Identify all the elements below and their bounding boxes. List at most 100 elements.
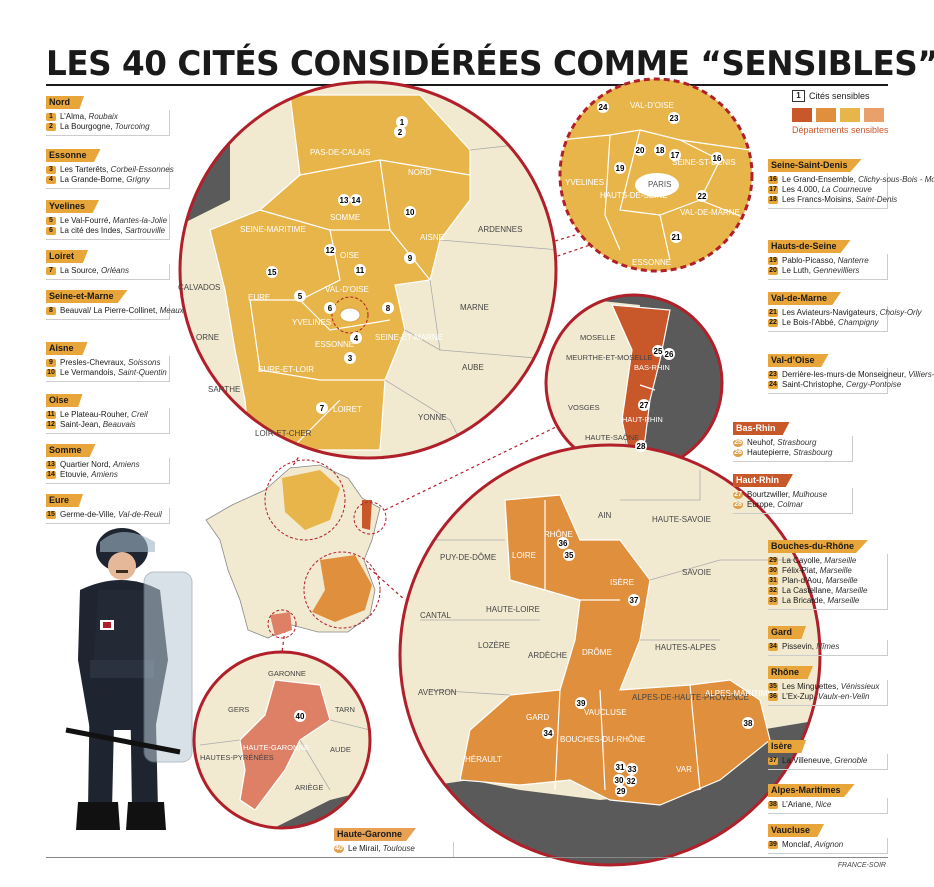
label-aube: AUBE xyxy=(462,363,484,372)
cite-name: Le Plateau-Rouher, xyxy=(60,410,129,419)
svg-text:24: 24 xyxy=(599,103,608,112)
cite-number: 16 xyxy=(768,176,778,184)
svg-text:37: 37 xyxy=(630,596,639,605)
marker-40: 40 xyxy=(294,710,306,722)
label-orne: ORNE xyxy=(196,333,219,342)
label-haut-rhin: HAUT-RHIN xyxy=(622,415,663,424)
cite-city: Meaux xyxy=(159,306,184,315)
group-header: Haut-Rhin xyxy=(733,474,793,487)
cite-city: Corbeil-Essonnes xyxy=(110,165,174,174)
cite-item: 1 L’Alma, Roubaix xyxy=(46,112,165,122)
label-nord: NORD xyxy=(408,168,432,177)
marker-18: 18 xyxy=(654,144,666,156)
overview-circle-alsace xyxy=(353,501,387,535)
label-hautes-pyrenees: HAUTES-PYRÉNÉES xyxy=(200,753,274,762)
cite-number: 37 xyxy=(768,757,778,765)
cite-name: Saint-Christophe, xyxy=(782,380,844,389)
svg-text:18: 18 xyxy=(656,146,665,155)
cite-number: 2 xyxy=(46,123,56,131)
group-header: Eure xyxy=(46,494,84,507)
cite-name: Le Mirail, xyxy=(348,844,381,853)
cite-city: Marseille xyxy=(824,556,857,565)
group-loiret: Loiret 7 La Source, Orléans xyxy=(46,246,170,280)
group-gard: Gard 34 Pissevin, Nîmes xyxy=(768,622,888,656)
cite-name: Saint-Jean, xyxy=(60,420,101,429)
cite-number: 9 xyxy=(46,359,56,367)
cite-name: Etouvie, xyxy=(60,470,89,479)
label-alpes-maritimes: ALPES-MARITIMES xyxy=(705,689,778,698)
group-rh-ne: Rhône 35 Les Minguettes, Vénissieux 36 L’Ex-… xyxy=(768,662,888,706)
marker-22: 22 xyxy=(696,190,708,202)
label-puy-de-dome: PUY-DE-DÔME xyxy=(440,553,496,562)
group-header: Alpes-Maritimes xyxy=(768,784,855,797)
toulouse-sensitive-region xyxy=(239,679,331,811)
svg-text:27: 27 xyxy=(640,401,649,410)
legend-swatch-red xyxy=(792,108,812,122)
cite-city: La Courneuve xyxy=(821,185,872,194)
group-header: Seine-et-Marne xyxy=(46,290,128,303)
marker-27: 27 xyxy=(638,399,650,411)
cite-number: 3 xyxy=(46,166,56,174)
map-alsace xyxy=(546,295,722,471)
label-savoie: SAVOIE xyxy=(682,568,711,577)
title-rule xyxy=(46,84,888,86)
group-bouches-du-rh-ne: Bouches-du-Rhône 29 La Cayolle, Marseille 3… xyxy=(768,536,888,610)
cite-name: Plan-d’Aou, xyxy=(782,576,824,585)
cite-city: Mantes-la-Jolie xyxy=(112,216,168,225)
cite-item: 8 Beauval/ La Pierre-Collinet, Meaux xyxy=(46,306,184,316)
cite-name: La cité des Indes, xyxy=(60,226,123,235)
cite-name: Beauval/ La Pierre-Collinet, xyxy=(60,306,158,315)
cite-item: 26 Hautepierre, Strasbourg xyxy=(733,448,848,458)
cite-city: Colmar xyxy=(777,500,804,509)
marker-38: 38 xyxy=(742,717,754,729)
cite-name: Pablo-Picasso, xyxy=(782,256,836,265)
cite-city: Amiens xyxy=(91,470,118,479)
cite-item: 19 Pablo-Picasso, Nanterre xyxy=(768,256,883,266)
cite-item: 22 Le Bois-l’Abbé, Champigny xyxy=(768,318,883,328)
cite-number: 22 xyxy=(768,319,778,327)
cite-name: Les 4.000, xyxy=(782,185,820,194)
alsace-labels: MOSELLE MEURTHE-ET-MOSELLE BAS-RHIN VOSG… xyxy=(566,333,670,442)
group-seine-saint-denis: Seine-Saint-Denis 16 Le Grand-Ensemble, Cl… xyxy=(768,155,934,209)
label-alpes-de-haute-provence: ALPES-DE-HAUTE-PROVENCE xyxy=(632,693,749,702)
france-alsace-highlight xyxy=(362,500,372,530)
label-marne: MARNE xyxy=(460,303,489,312)
cite-city: Nîmes xyxy=(816,642,840,651)
cite-number: 30 xyxy=(768,567,778,575)
cite-number: 19 xyxy=(768,257,778,265)
connector-alsace xyxy=(384,424,561,511)
cite-city: Clichy-sous-Bois - Montfermeil xyxy=(858,175,934,184)
cite-city: Nanterre xyxy=(837,256,869,265)
marker-32: 32 xyxy=(625,775,637,787)
svg-text:29: 29 xyxy=(617,787,626,796)
circle-toulouse-border xyxy=(192,650,372,830)
cite-city: Orléans xyxy=(100,266,129,275)
label-yonne: YONNE xyxy=(418,413,446,422)
cite-item: 39 Monclaf, Avignon xyxy=(768,840,883,850)
legend-departements-label: Départements sensibles xyxy=(792,125,889,135)
svg-text:12: 12 xyxy=(326,246,335,255)
group-header: Nord xyxy=(46,96,84,109)
svg-text:13: 13 xyxy=(340,196,349,205)
label-isere: ISÈRE xyxy=(610,578,634,587)
label-seine-et-marne: SEINE-ET-MARNE xyxy=(375,333,443,342)
group-header: Somme xyxy=(46,444,96,457)
connector-toulouse xyxy=(281,629,286,653)
legend-number-badge: 1 xyxy=(792,90,805,102)
svg-text:28: 28 xyxy=(637,442,646,451)
group-header: Val-d’Oise xyxy=(768,354,829,367)
group-header: Rhône xyxy=(768,666,813,679)
cite-name: Pissevin, xyxy=(782,642,815,651)
cite-number: 21 xyxy=(768,309,778,317)
cite-number: 31 xyxy=(768,577,778,585)
label-ardeche: ARDÈCHE xyxy=(528,651,567,660)
svg-text:22: 22 xyxy=(698,192,707,201)
marker-31: 31 xyxy=(614,761,626,773)
svg-text:19: 19 xyxy=(616,164,625,173)
cite-name: Félix-Piat, xyxy=(782,566,818,575)
marker-23: 23 xyxy=(668,112,680,124)
cite-item: 17 Les 4.000, La Courneuve xyxy=(768,185,883,195)
label-tarn: TARN xyxy=(335,705,355,714)
cite-number: 6 xyxy=(46,227,56,235)
label-somme: SOMME xyxy=(330,213,360,222)
